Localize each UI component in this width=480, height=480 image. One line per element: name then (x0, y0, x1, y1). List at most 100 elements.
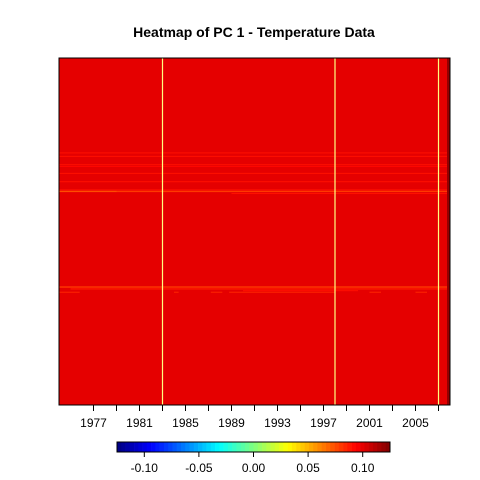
colorbar-swatch (185, 442, 190, 452)
plot-area (58, 57, 451, 406)
colorbar-swatch (385, 442, 391, 452)
heatmap-cell (59, 155, 450, 157)
colorbar-swatch (291, 442, 297, 452)
colorbar-swatch (125, 442, 131, 452)
colorbar-tick-label: -0.05 (185, 461, 213, 475)
x-tick-label: 2005 (402, 416, 429, 430)
colorbar-swatch (355, 442, 361, 452)
heatmap-cell (59, 286, 450, 288)
colorbar-swatch (244, 442, 250, 452)
heatmap-cell (231, 192, 450, 195)
colorbar-swatch (326, 442, 331, 452)
colorbar-swatch (266, 442, 271, 452)
colorbar-tick-label: 0.10 (351, 461, 375, 475)
colorbar-tick-label: 0.00 (242, 461, 266, 475)
x-axis: 1977 1981 1985 1989 1993 1997 2001 2005 (80, 405, 439, 430)
colorbar-swatch (279, 442, 284, 452)
colorbar-swatch (210, 442, 216, 452)
colorbar-swatch (257, 442, 263, 452)
colorbar-swatch (215, 442, 220, 452)
colorbar-swatch (163, 442, 169, 452)
colorbar-swatch (317, 442, 323, 452)
colorbar-swatch (287, 442, 293, 452)
x-tick-label: 1981 (126, 416, 153, 430)
heatmap-cell (59, 172, 450, 174)
heatmap-cell (70, 288, 450, 290)
x-tick-label: 1993 (264, 416, 291, 430)
colorbar-swatch (338, 442, 344, 452)
heatmap-edge-column (447, 58, 450, 405)
colorbar-swatch (151, 442, 156, 452)
heatmap-cell (59, 165, 450, 167)
colorbar-swatch (172, 442, 178, 452)
colorbar-swatch (334, 442, 340, 452)
x-tick-label: 1997 (310, 416, 337, 430)
colorbar-swatch (227, 442, 233, 452)
heatmap-cell (243, 290, 358, 292)
colorbar-swatch (377, 442, 382, 452)
colorbar-swatch (142, 442, 148, 452)
colorbar-swatch (368, 442, 374, 452)
colorbar-swatch (232, 442, 237, 452)
colorbar-swatch (372, 442, 378, 452)
colorbar-swatch (223, 442, 229, 452)
colorbar-swatch (240, 442, 246, 452)
colorbar-swatch (236, 442, 242, 452)
colorbar-swatch (321, 442, 327, 452)
colorbar-swatch (249, 442, 254, 452)
colorbar-swatch (138, 442, 143, 452)
colorbar-swatch (198, 442, 203, 452)
colorbar-swatch (193, 442, 199, 452)
chart-title: Heatmap of PC 1 - Temperature Data (133, 24, 375, 40)
colorbar-swatch (351, 442, 357, 452)
colorbar-swatch (146, 442, 152, 452)
colorbar-swatch (381, 442, 387, 452)
heatmap-cell (174, 291, 179, 293)
colorbar-swatch (129, 442, 135, 452)
heatmap-cell (59, 291, 80, 293)
x-tick-label: 1989 (218, 416, 245, 430)
heatmap-cell (59, 189, 450, 191)
x-tick-label: 1977 (80, 416, 107, 430)
colorbar-swatch (313, 442, 318, 452)
colorbar-swatch (155, 442, 160, 452)
colorbar-legend: -0.10 -0.05 0.00 0.05 0.10 (116, 441, 391, 475)
heatmap-cell (59, 181, 450, 183)
colorbar-swatch (296, 442, 301, 452)
colorbar-swatch (176, 442, 182, 452)
heatmap-background (59, 58, 450, 405)
heatmap-cell (229, 291, 335, 293)
heatmap-cell (369, 291, 381, 293)
colorbar-swatch (262, 442, 267, 452)
heatmap-cell (116, 190, 450, 193)
colorbar-swatch (270, 442, 276, 452)
colorbar-swatch (159, 442, 165, 452)
colorbar-swatch (219, 442, 224, 452)
colorbar-tick-label: -0.10 (131, 461, 159, 475)
heatmap-cell (415, 291, 427, 293)
colorbar-swatch (134, 442, 139, 452)
colorbar-swatch (253, 442, 259, 452)
colorbar-swatch (347, 442, 352, 452)
heatmap-cell (59, 152, 450, 154)
heatmap-cell (59, 164, 450, 166)
colorbar-swatch (117, 442, 122, 452)
colorbar-swatch (343, 442, 348, 452)
colorbar-swatch (364, 442, 369, 452)
colorbar-swatch (202, 442, 207, 452)
colorbar-swatch (304, 442, 310, 452)
colorbar-swatch (274, 442, 280, 452)
heatmap-cell (210, 291, 223, 293)
colorbar-swatch (300, 442, 305, 452)
x-tick-label: 2001 (356, 416, 383, 430)
colorbar-swatch (360, 442, 365, 452)
colorbar-swatch (330, 442, 335, 452)
colorbar-swatch (189, 442, 195, 452)
colorbar-swatch (168, 442, 173, 452)
colorbar-swatch (308, 442, 314, 452)
heatmap-cell (59, 190, 117, 193)
colorbar-tick-label: 0.05 (296, 461, 320, 475)
x-tick-label: 1985 (172, 416, 199, 430)
colorbar-swatch (206, 442, 212, 452)
